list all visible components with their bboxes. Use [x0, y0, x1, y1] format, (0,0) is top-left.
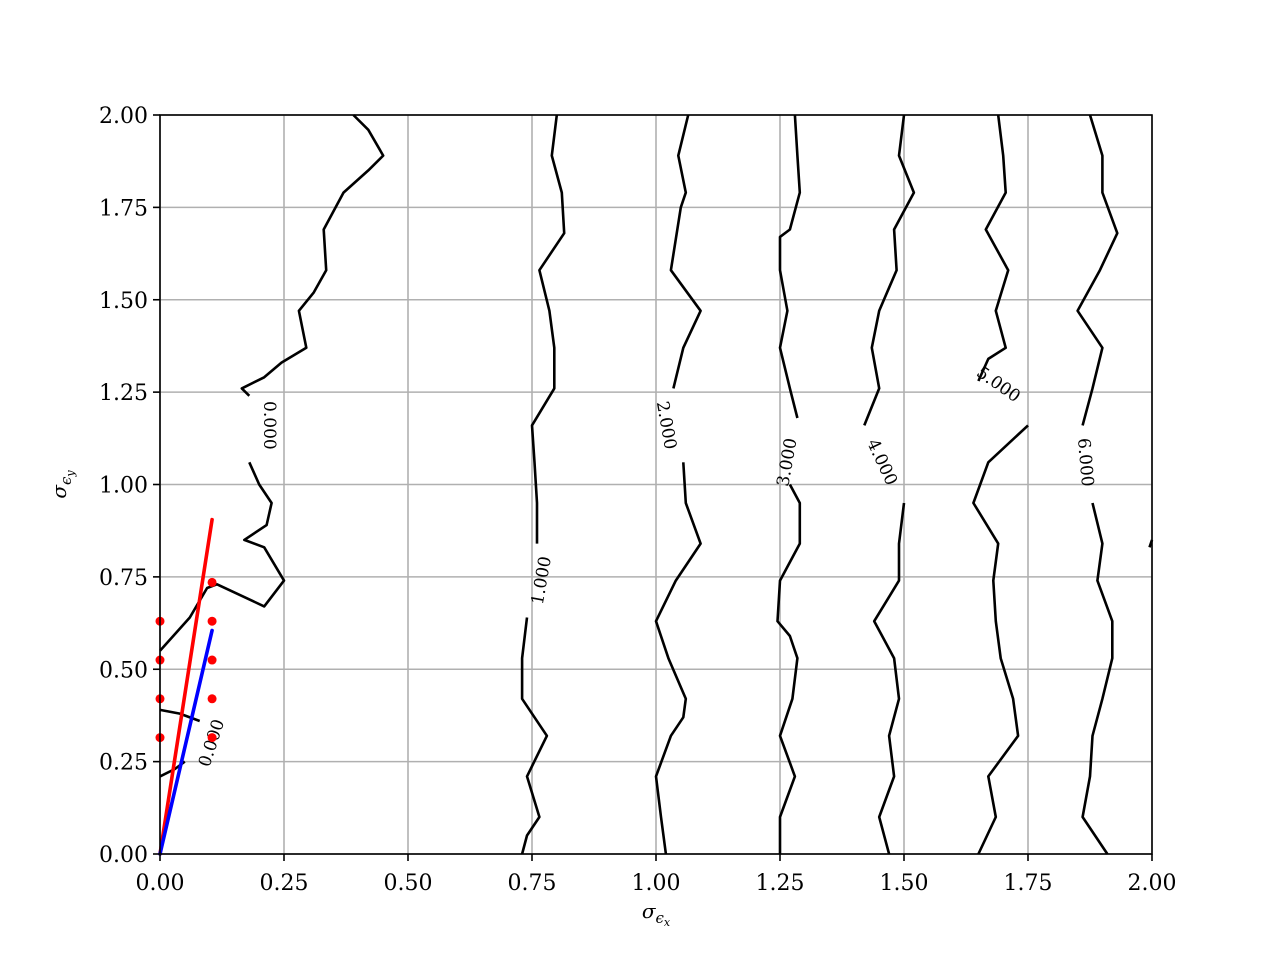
red-point: [207, 577, 217, 587]
red-point: [207, 655, 217, 665]
contour-line: [654, 114, 702, 855]
contour-line: [776, 114, 802, 854]
axis-label-text: σϵx: [642, 899, 671, 929]
blue-line: [158, 628, 214, 856]
x-tick-label: 1.25: [756, 871, 805, 896]
axis-ticks: 0.00 0.25 0.50 0.75 1.00 1.25 1.50 1.75 2.00 0.00…: [99, 104, 1176, 896]
x-tick-label: 0.75: [508, 871, 557, 896]
y-tick-label: 1.50: [99, 289, 148, 314]
contour-line: [972, 114, 1029, 855]
red-point: [207, 694, 217, 704]
x-tick-label: 0.50: [384, 871, 433, 896]
x-tick-label: 2.00: [1128, 871, 1177, 896]
contour-line: [520, 114, 566, 855]
y-axis-label: σϵy: [47, 470, 77, 499]
contour-line: [159, 114, 385, 652]
x-tick-label: 1.75: [1004, 871, 1053, 896]
overlay-lines: [158, 517, 214, 856]
y-tick-label: 1.00: [99, 474, 148, 499]
x-tick-label: 0.00: [136, 871, 185, 896]
contour-label: 0.000: [259, 401, 279, 450]
y-tick-label: 0.25: [99, 751, 148, 776]
y-tick-label: 1.75: [99, 196, 148, 221]
x-axis-label: σϵx: [642, 899, 671, 929]
contour-label: 6.000: [1073, 437, 1097, 487]
y-tick-label: 1.25: [99, 381, 148, 406]
red-point: [207, 616, 217, 626]
red-point: [207, 733, 217, 743]
x-tick-label: 1.50: [880, 871, 929, 896]
y-tick-label: 2.00: [99, 104, 148, 129]
y-tick-label: 0.50: [99, 658, 148, 683]
red-line: [158, 517, 214, 856]
contour-line: [863, 114, 916, 855]
x-tick-label: 1.00: [632, 871, 681, 896]
contour-line: [1076, 114, 1119, 855]
y-tick-label: 0.75: [99, 566, 148, 591]
axis-label-text: σϵy: [47, 470, 77, 499]
y-tick-label: 0.00: [99, 843, 148, 868]
x-tick-label: 0.25: [260, 871, 309, 896]
red-points: [155, 577, 217, 743]
